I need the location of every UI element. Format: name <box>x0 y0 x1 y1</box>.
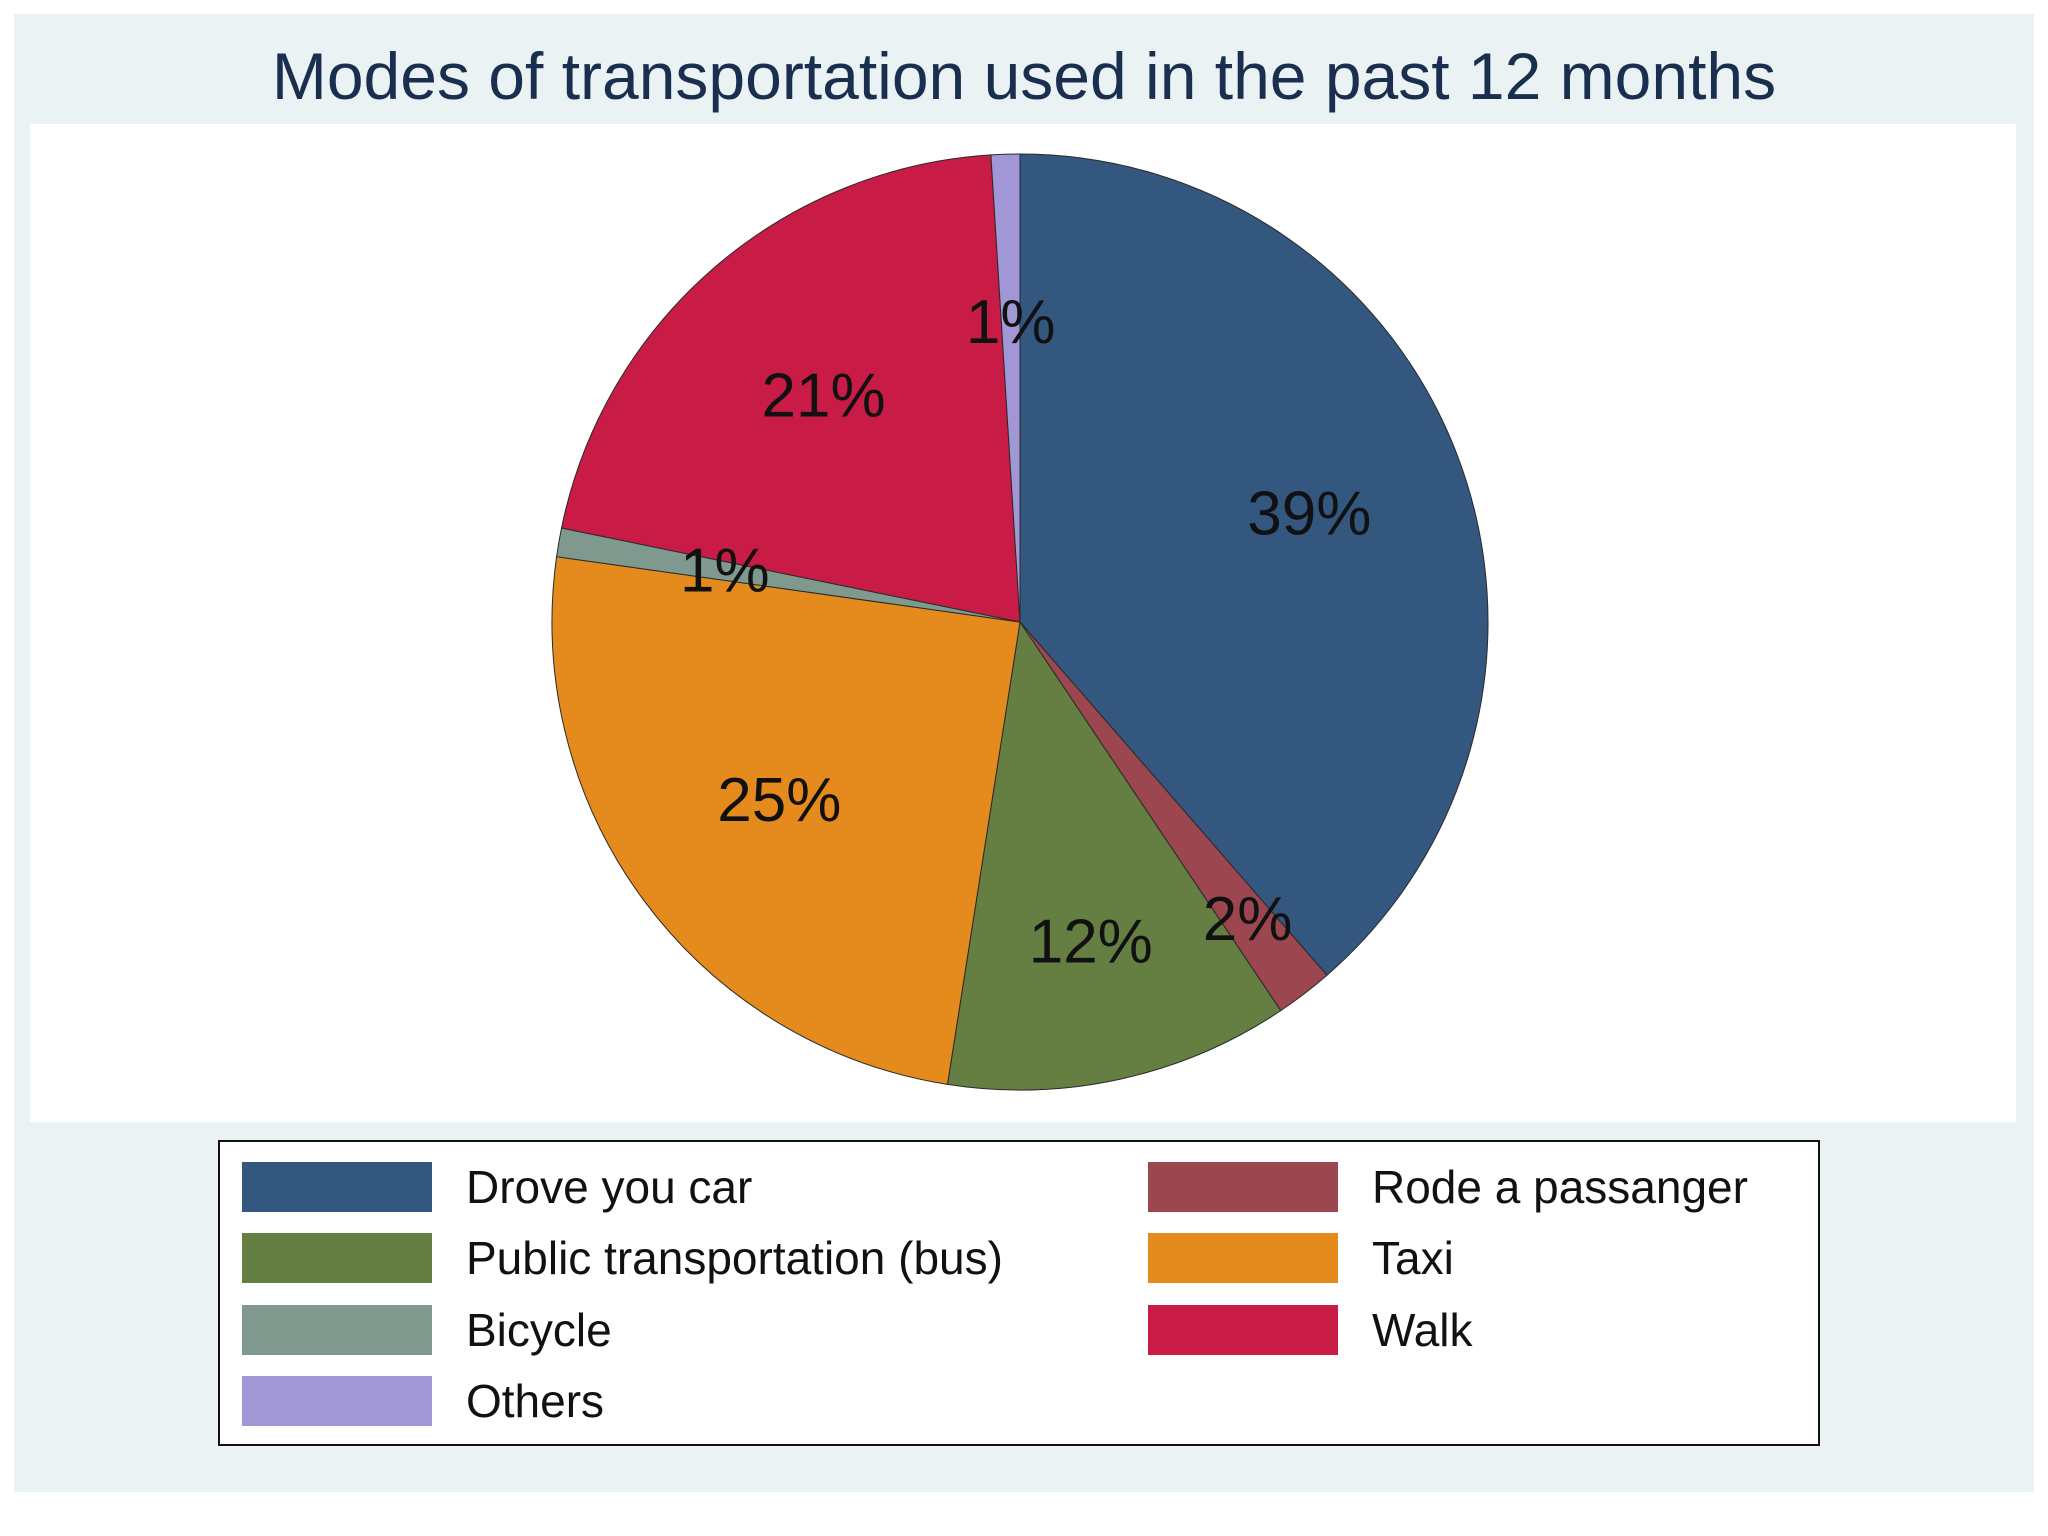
legend-label: Others <box>466 1375 605 1427</box>
pie-slice-walk <box>560 154 1021 623</box>
legend-item-walk: Walk <box>1148 1304 1473 1356</box>
legend-label: Bicycle <box>466 1304 612 1356</box>
slice-label: 39% <box>1247 479 1371 548</box>
legend-item-public-transportation: Public transportation (bus) <box>242 1232 1003 1284</box>
legend-item-others: Others <box>242 1375 605 1427</box>
legend-swatch <box>1148 1233 1338 1283</box>
slice-label: 12% <box>1029 907 1153 976</box>
pie-slice-others <box>990 153 1021 623</box>
slice-label: 25% <box>717 766 841 835</box>
slice-label: 21% <box>761 361 885 430</box>
legend-label: Rode a passanger <box>1372 1161 1748 1213</box>
slice-label: 1% <box>680 537 770 606</box>
slice-label: 2% <box>1203 885 1293 954</box>
legend-swatch <box>242 1376 432 1426</box>
slice-label: 1% <box>966 288 1056 357</box>
legend-item-rode-a-passanger: Rode a passanger <box>1148 1161 1748 1213</box>
legend-item-bicycle: Bicycle <box>242 1304 612 1356</box>
legend-label: Walk <box>1372 1304 1473 1356</box>
legend-label: Drove you car <box>466 1161 753 1213</box>
chart-title: Modes of transportation used in the past… <box>271 39 1777 113</box>
pie-slice-taxi <box>551 556 1021 1085</box>
legend-swatch <box>1148 1305 1338 1355</box>
legend-item-taxi: Taxi <box>1148 1232 1454 1284</box>
legend-label: Taxi <box>1372 1232 1454 1284</box>
legend-swatch <box>242 1162 432 1212</box>
legend-swatch <box>242 1305 432 1355</box>
legend-swatch <box>1148 1162 1338 1212</box>
pie-slice-drove-you-car <box>1019 153 1489 976</box>
legend-swatch <box>242 1233 432 1283</box>
legend-item-drove-you-car: Drove you car <box>242 1161 753 1213</box>
pie-slice-public-transportation-bus <box>946 620 1282 1091</box>
legend: Drove you car Rode a passanger Public tr… <box>218 1140 1820 1446</box>
legend-label: Public transportation (bus) <box>466 1232 1003 1284</box>
